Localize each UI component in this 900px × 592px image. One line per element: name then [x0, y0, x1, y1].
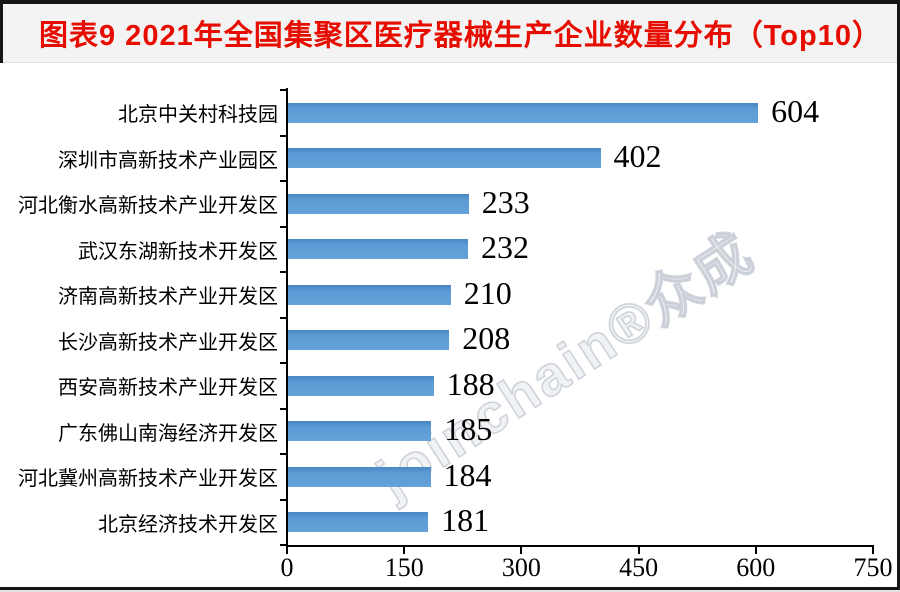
category-label: 西安高新技术产业开发区	[58, 377, 278, 400]
x-axis-tick-label: 600	[736, 553, 776, 582]
bar	[287, 466, 431, 487]
y-axis-tick	[280, 180, 286, 182]
bar-value-label: 232	[480, 229, 529, 266]
bar	[287, 284, 451, 305]
y-axis-tick	[280, 544, 286, 546]
bar-row: 210	[287, 272, 872, 318]
y-axis-tick	[280, 271, 286, 273]
bar	[287, 148, 601, 169]
bar-row: 184	[287, 454, 872, 500]
x-axis-tick-label: 750	[853, 553, 893, 582]
bar	[287, 375, 434, 396]
bar-value-label: 188	[446, 365, 495, 402]
x-axis-tick-label: 0	[280, 553, 294, 582]
bar-row: 188	[287, 363, 872, 409]
y-axis-tick	[280, 498, 286, 501]
bar	[287, 239, 468, 260]
y-axis-tick	[280, 407, 286, 410]
x-axis-tick-label: 150	[384, 553, 424, 582]
x-axis-tick	[754, 546, 757, 554]
x-axis-tick	[872, 546, 874, 554]
bar-row: 208	[287, 318, 872, 364]
bar-value-label: 210	[463, 274, 512, 311]
category-label: 河北衡水高新技术产业开发区	[18, 195, 278, 218]
bar-row: 233	[287, 181, 872, 227]
x-axis-tick	[637, 546, 640, 554]
bar-row: 402	[287, 136, 872, 182]
x-axis-tick-label: 300	[501, 553, 541, 582]
bar-value-label: 184	[443, 456, 492, 493]
y-axis-tick	[280, 89, 286, 91]
bars-container: 604 402 233 232 210 208 188 185 184 181	[287, 90, 872, 545]
bar-value-label: 233	[481, 183, 530, 220]
y-axis-line	[286, 88, 288, 547]
bar	[287, 102, 759, 123]
bar-row: 604	[287, 90, 872, 136]
category-label: 长沙高新技术产业开发区	[58, 331, 278, 354]
y-axis-tick	[280, 362, 286, 364]
category-label: 武汉东湖新技术开发区	[78, 240, 278, 263]
x-axis-tick	[286, 546, 288, 554]
category-axis-labels: 北京中关村科技园深圳市高新技术产业园区河北衡水高新技术产业开发区武汉东湖新技术开…	[0, 90, 278, 545]
bar	[287, 421, 432, 442]
bar-value-label: 181	[441, 502, 490, 539]
category-label: 广东佛山南海经济开发区	[58, 422, 278, 445]
category-label: 济南高新技术产业开发区	[58, 286, 278, 309]
category-label: 深圳市高新技术产业园区	[58, 149, 278, 172]
bar-value-label: 185	[444, 411, 493, 448]
y-axis-tick	[280, 453, 286, 455]
category-label: 北京经济技术开发区	[98, 513, 278, 536]
category-label: 北京中关村科技园	[118, 104, 278, 127]
bar-row: 181	[287, 500, 872, 546]
bar	[287, 193, 469, 214]
y-axis-tick	[280, 225, 286, 228]
bar	[287, 512, 429, 533]
title-band: 图表9 2021年全国集聚区医疗器械生产企业数量分布（Top10）	[3, 4, 897, 63]
bar-row: 185	[287, 409, 872, 455]
category-label: 河北冀州高新技术产业开发区	[18, 468, 278, 491]
y-axis-tick	[280, 134, 286, 137]
x-axis-line	[286, 545, 874, 547]
chart-caption: 图表9 2021年全国集聚区医疗器械生产企业数量分布（Top10）	[39, 20, 882, 52]
bar	[287, 330, 450, 351]
x-axis-tick	[520, 546, 523, 554]
bar-row: 232	[287, 227, 872, 273]
bar-value-label: 208	[462, 320, 511, 357]
bar-value-label: 402	[613, 138, 662, 175]
y-axis-tick	[280, 316, 286, 319]
bar-value-label: 604	[771, 92, 820, 129]
x-axis-tick	[403, 546, 406, 554]
x-axis-tick-label: 450	[619, 553, 659, 582]
